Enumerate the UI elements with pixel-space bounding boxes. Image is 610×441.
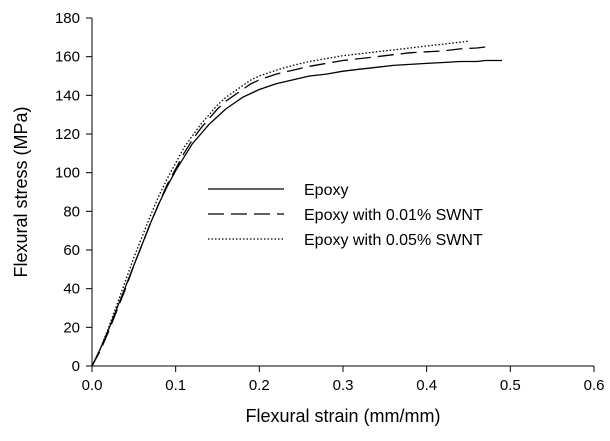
x-tick-label: 0.1 <box>165 377 186 394</box>
y-axis-ticks: 0 20 40 60 80 100 120 140 160 180 <box>55 10 92 375</box>
y-tick-label: 60 <box>63 242 80 259</box>
legend-label-epoxy-0-01-swnt: Epoxy with 0.01% SWNT <box>304 207 483 224</box>
series-line-epoxy-0-01-swnt <box>91 46 486 367</box>
x-axis-title: Flexural strain (mm/mm) <box>245 406 440 426</box>
y-tick-label: 40 <box>63 281 80 298</box>
x-tick-label: 0.5 <box>500 377 521 394</box>
y-tick-label: 180 <box>55 10 80 27</box>
y-axis-title: Flexural stress (MPa) <box>11 106 31 277</box>
x-tick-label: 0.4 <box>416 377 437 394</box>
series-line-epoxy-0-05-swnt <box>91 40 469 367</box>
series-layer <box>91 40 502 367</box>
legend-label-epoxy-0-05-swnt: Epoxy with 0.05% SWNT <box>304 232 483 249</box>
legend: Epoxy Epoxy with 0.01% SWNT Epoxy with 0… <box>208 182 483 249</box>
x-tick-label: 0.2 <box>249 377 270 394</box>
y-tick-label: 0 <box>72 358 80 375</box>
x-axis-ticks: 0.0 0.1 0.2 0.3 0.4 0.5 0.6 <box>82 366 605 394</box>
y-tick-label: 160 <box>55 49 80 66</box>
y-tick-label: 80 <box>63 203 80 220</box>
x-tick-label: 0.0 <box>82 377 103 394</box>
x-tick-label: 0.3 <box>333 377 354 394</box>
y-tick-label: 20 <box>63 319 80 336</box>
y-tick-label: 120 <box>55 126 80 143</box>
y-tick-label: 100 <box>55 165 80 182</box>
legend-label-epoxy: Epoxy <box>304 182 348 199</box>
x-tick-label: 0.6 <box>584 377 605 394</box>
y-tick-label: 140 <box>55 87 80 104</box>
